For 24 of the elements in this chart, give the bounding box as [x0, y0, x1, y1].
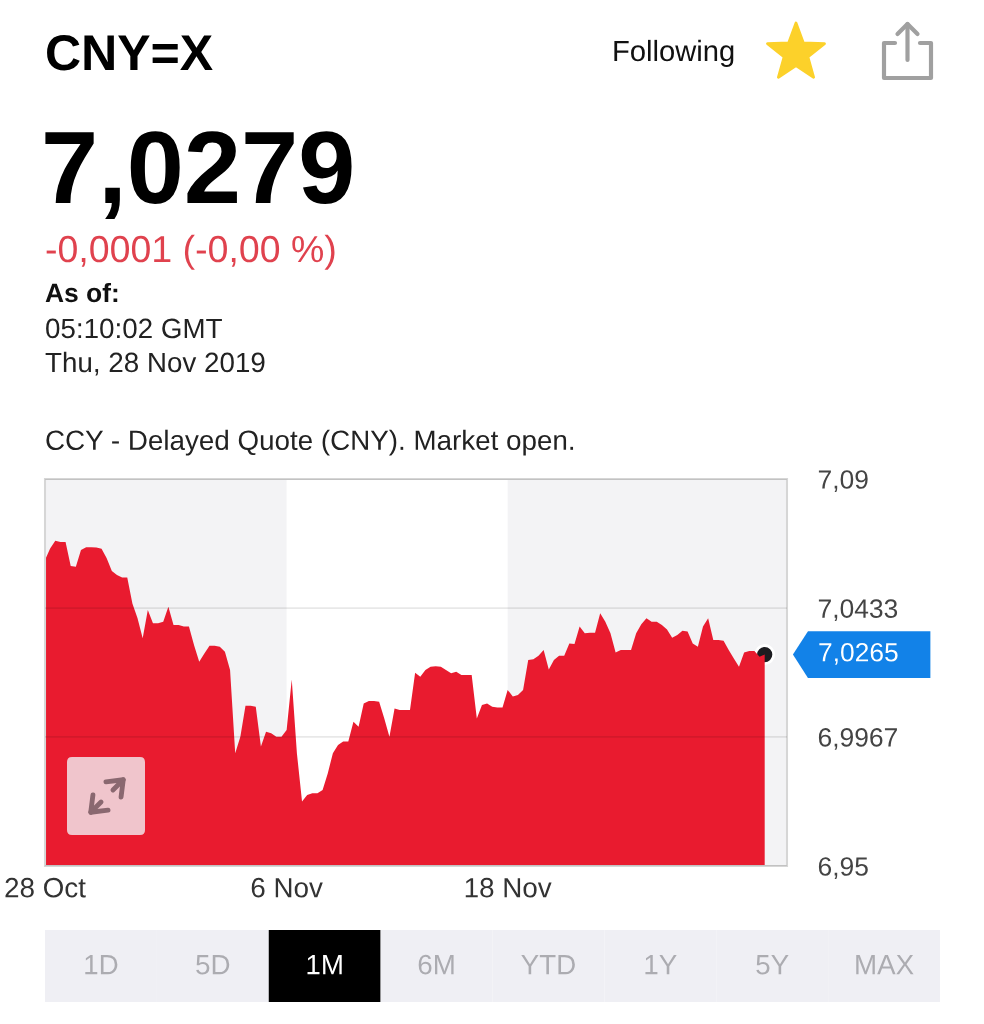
category-label: MAX: [856, 955, 914, 975]
y-tick-label: 6,95: [818, 857, 868, 879]
text: Following: [614, 39, 734, 68]
text: 05:10:02 GMT: [46, 318, 222, 339]
text: 7,0279: [45, 131, 352, 219]
data-label: 7,0265: [819, 642, 898, 665]
text: -0,0001 (-0,00 %): [46, 234, 335, 270]
text: CNY=X: [47, 35, 213, 71]
x-tick-label: 6 Nov: [251, 877, 323, 898]
y-tick-label: 7,0433: [818, 599, 898, 622]
x-tick-label: 18 Nov: [465, 877, 552, 898]
chart-title: CCY - Delayed Quote (CNY). Market open.: [46, 429, 574, 456]
text: As of:: [45, 282, 118, 303]
y-tick-label: 7,09: [818, 470, 868, 492]
category-label: 6M: [418, 954, 454, 975]
category-label: 1D: [85, 955, 118, 975]
category-label: 5Y: [756, 955, 789, 975]
category-label: 5D: [196, 955, 230, 975]
category-label: YTD: [521, 955, 575, 975]
x-tick-label: 28 Oct: [5, 877, 86, 898]
category-label: 1Y: [645, 955, 677, 975]
category-label: 1M: [307, 955, 342, 975]
y-tick-label: 6,9967: [818, 728, 897, 750]
text: Thu, 28 Nov 2019: [45, 351, 265, 376]
